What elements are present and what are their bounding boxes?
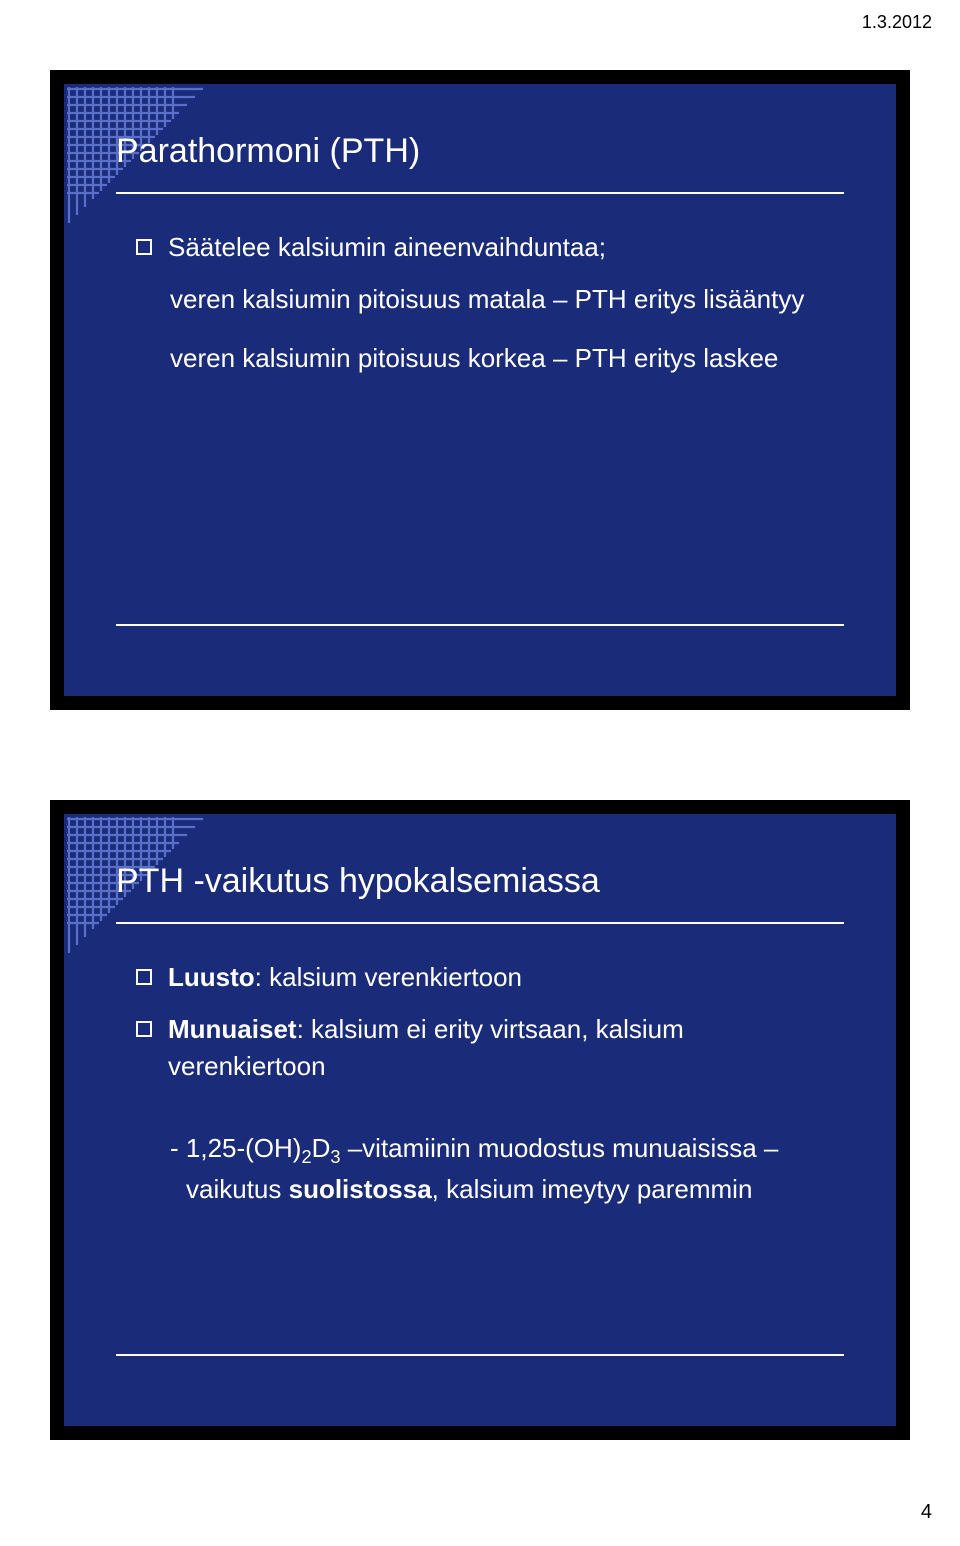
sub2: 3 [330,1147,340,1167]
bullet-label: Luusto [168,962,255,992]
bullet-text: Munuaiset: kalsium ei erity virtsaan, ka… [168,1011,836,1086]
bullet-rest: : kalsium verenkiertoon [255,962,522,992]
indent-text-1: veren kalsiumin pitoisuus matala – PTH e… [170,281,836,319]
slide-1-content: Säätelee kalsiumin aineenvaihduntaa; ver… [136,229,836,400]
slide-2: PTH -vaikutus hypokalsemiassa Luusto: ka… [50,800,910,1440]
bullet-square-icon [136,969,152,985]
bullet-item: Säätelee kalsiumin aineenvaihduntaa; [136,229,836,267]
slide-2-title: PTH -vaikutus hypokalsemiassa [116,862,600,901]
bullet-text: Säätelee kalsiumin aineenvaihduntaa; [168,229,836,267]
slide-2-inner: PTH -vaikutus hypokalsemiassa Luusto: ka… [64,814,896,1426]
bullet-square-icon [136,239,152,255]
slide-1: Parathormoni (PTH) Säätelee kalsiumin ai… [50,70,910,710]
bullet-label: Munuaiset [168,1014,297,1044]
title-underline [116,192,844,194]
sub1: 2 [301,1147,311,1167]
slide-1-title: Parathormoni (PTH) [116,132,420,171]
bullet-text: Luusto: kalsium verenkiertoon [168,959,836,997]
slide-1-inner: Parathormoni (PTH) Säätelee kalsiumin ai… [64,84,896,696]
indent-text-2: veren kalsiumin pitoisuus korkea – PTH e… [170,340,836,378]
footer-line [116,624,844,626]
dash-end: , kalsium imeytyy paremmin [432,1174,753,1204]
bullet-item: Luusto: kalsium verenkiertoon [136,959,836,997]
dash-mid: D [312,1133,331,1163]
header-date: 1.3.2012 [862,12,932,33]
title-underline [116,922,844,924]
dash-pre: - 1,25-(OH) [170,1133,301,1163]
page-number: 4 [921,1501,932,1524]
bullet-square-icon [136,1021,152,1037]
footer-line [116,1354,844,1356]
dash-line: - 1,25-(OH)2D3 –vitamiinin muodostus mun… [170,1130,836,1208]
slide-2-content: Luusto: kalsium verenkiertoon Munuaiset:… [136,959,836,1208]
dash-bold: suolistossa [289,1174,432,1204]
bullet-item: Munuaiset: kalsium ei erity virtsaan, ka… [136,1011,836,1086]
